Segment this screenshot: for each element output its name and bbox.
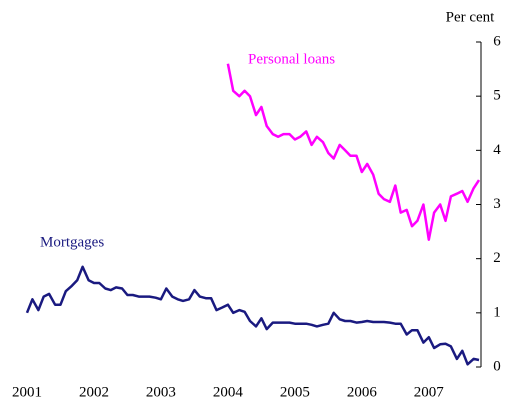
y-tick-label: 1 — [493, 304, 501, 320]
y-tick-label: 4 — [493, 142, 501, 158]
x-tick-label: 2006 — [347, 384, 378, 400]
x-tick-label: 2005 — [280, 384, 310, 400]
y-tick-label: 0 — [493, 358, 501, 374]
x-tick-label: 2001 — [12, 384, 42, 400]
series-label: Personal loans — [248, 51, 335, 67]
y-tick-label: 2 — [493, 250, 501, 266]
x-tick-label: 2007 — [414, 384, 445, 400]
x-tick-label: 2004 — [213, 384, 244, 400]
y-tick-label: 3 — [493, 196, 501, 212]
y-axis-label: Per cent — [446, 9, 496, 25]
series-label: Mortgages — [40, 234, 104, 250]
x-tick-label: 2002 — [79, 384, 109, 400]
y-tick-label: 6 — [493, 33, 501, 49]
y-tick-label: 5 — [493, 88, 501, 104]
x-tick-label: 2003 — [146, 384, 176, 400]
line — [226, 63, 481, 241]
line — [25, 265, 480, 366]
